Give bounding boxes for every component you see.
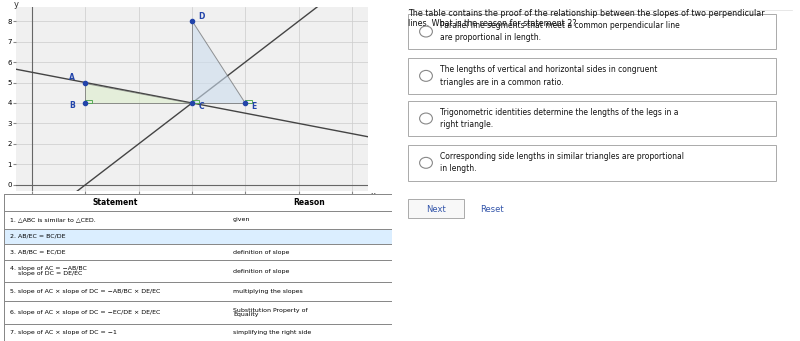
Bar — [86, 100, 92, 103]
Text: The lengths of vertical and horizontal sides in congruent: The lengths of vertical and horizontal s… — [440, 65, 658, 74]
Text: Reset: Reset — [480, 205, 504, 213]
Text: y: y — [14, 0, 18, 9]
Text: A: A — [70, 73, 75, 83]
Text: slope of DC = DE/EC: slope of DC = DE/EC — [10, 271, 82, 276]
Bar — [408, 58, 776, 94]
Text: B: B — [70, 101, 75, 110]
Text: 7. slope of AC × slope of DC = −1: 7. slope of AC × slope of DC = −1 — [10, 330, 117, 335]
Text: definition of slope: definition of slope — [233, 250, 290, 255]
Bar — [4, 301, 392, 324]
Text: given: given — [233, 218, 250, 222]
Text: The table contains the proof of the relationship between the slopes of two perpe: The table contains the proof of the rela… — [408, 9, 765, 17]
Text: 3. AB/BC = EC/DE: 3. AB/BC = EC/DE — [10, 250, 66, 255]
Text: triangles are in a common ratio.: triangles are in a common ratio. — [440, 77, 563, 87]
Text: E: E — [252, 102, 257, 111]
Text: 6. slope of AC × slope of DC = −EC/DE × DE/EC: 6. slope of AC × slope of DC = −EC/DE × … — [10, 310, 160, 315]
Text: definition of slope: definition of slope — [233, 269, 290, 274]
Text: 5. slope of AC × slope of DC = −AB/BC × DE/EC: 5. slope of AC × slope of DC = −AB/BC × … — [10, 289, 160, 294]
Text: Next: Next — [426, 205, 446, 213]
Text: x: x — [371, 191, 376, 199]
Text: multiplying the slopes: multiplying the slopes — [233, 289, 302, 294]
Polygon shape — [192, 21, 246, 103]
Text: Corresponding side lengths in similar triangles are proportional: Corresponding side lengths in similar tr… — [440, 152, 684, 161]
Bar — [4, 194, 392, 211]
Text: Parallel line segments that meet a common perpendicular line: Parallel line segments that meet a commo… — [440, 21, 680, 30]
Bar — [4, 244, 392, 260]
Bar — [408, 101, 776, 136]
Text: D: D — [198, 12, 205, 21]
Bar — [408, 14, 776, 49]
Bar — [408, 145, 776, 181]
Text: Statement: Statement — [93, 198, 138, 207]
Bar — [408, 199, 464, 218]
Text: 4. slope of AC = −AB/BC: 4. slope of AC = −AB/BC — [10, 266, 86, 271]
Bar — [4, 282, 392, 301]
Text: right triangle.: right triangle. — [440, 120, 493, 129]
Text: Substitution Property of: Substitution Property of — [233, 308, 307, 313]
Bar — [192, 100, 199, 103]
Polygon shape — [86, 83, 192, 103]
Bar — [4, 260, 392, 282]
Text: Trigonometric identities determine the lengths of the legs in a: Trigonometric identities determine the l… — [440, 108, 678, 117]
Bar — [246, 100, 252, 103]
Text: C: C — [198, 102, 204, 111]
Text: 1. △ABC is similar to △CED.: 1. △ABC is similar to △CED. — [10, 218, 95, 222]
Bar — [4, 211, 392, 228]
Text: Equality: Equality — [233, 312, 258, 317]
Text: are proportional in length.: are proportional in length. — [440, 33, 541, 42]
Text: simplifying the right side: simplifying the right side — [233, 330, 311, 335]
Text: in length.: in length. — [440, 164, 477, 174]
Text: Reason: Reason — [294, 198, 326, 207]
Bar — [4, 228, 392, 244]
Text: 2. AB/EC = BC/DE: 2. AB/EC = BC/DE — [10, 234, 66, 239]
Text: lines. What is the reason for statement 2?: lines. What is the reason for statement … — [408, 19, 577, 28]
Bar — [4, 324, 392, 341]
